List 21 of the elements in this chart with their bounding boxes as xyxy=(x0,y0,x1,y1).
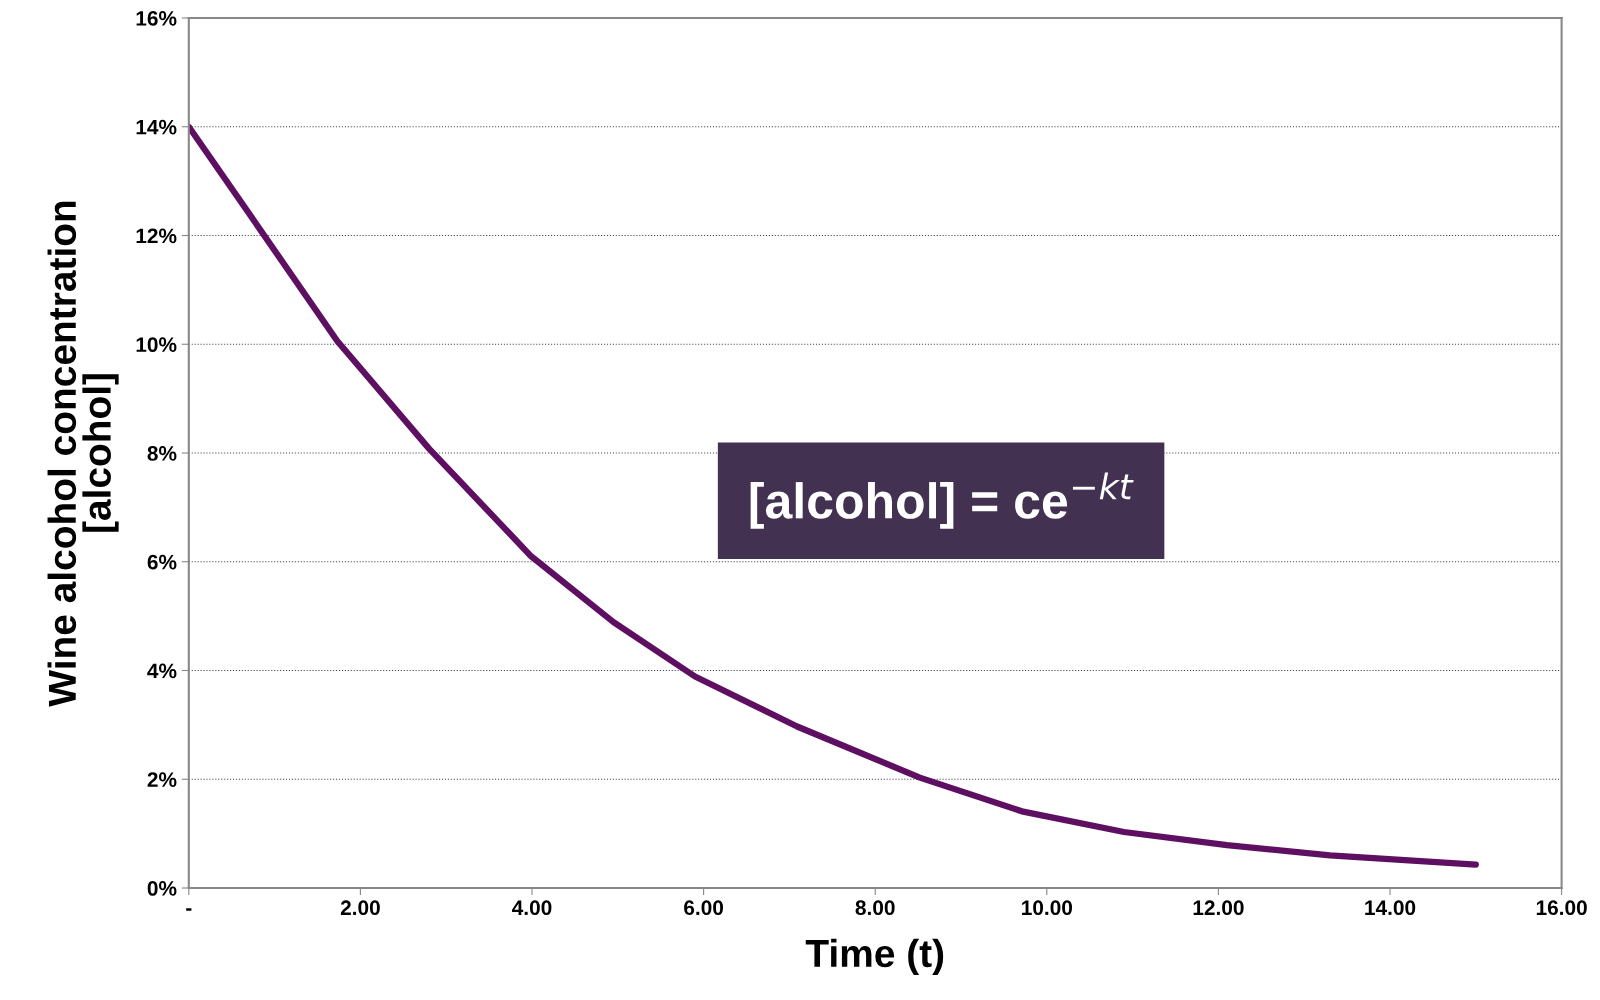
y-tick-label: 4% xyxy=(147,663,177,679)
y-tick-label: 8% xyxy=(147,446,177,461)
y-tick-label: 14% xyxy=(136,119,177,135)
annotation: [alcohol] = ce$^{−kt}$ xyxy=(750,472,1134,529)
y-axis-title: Wine alcohol concentration [alcohol] xyxy=(47,201,119,707)
y-tick-label: 16% xyxy=(136,11,177,26)
x-tick-label: 12.00 xyxy=(1193,900,1244,916)
y-tick-label: 2% xyxy=(147,772,177,787)
x-tick-label: 6.00 xyxy=(684,900,724,916)
y-tick-label: 0% xyxy=(147,881,177,896)
x-tick-label: 14.00 xyxy=(1365,900,1416,916)
x-tick-label: 2.00 xyxy=(340,900,380,916)
x-tick-label: 16.00 xyxy=(1536,900,1587,916)
x-tick-label: 10.00 xyxy=(1022,900,1073,916)
x-tick-label: - xyxy=(186,908,192,911)
x-tick-label: 8.00 xyxy=(855,900,895,916)
x-tick-label: 4.00 xyxy=(512,900,552,916)
y-tick-label: 6% xyxy=(147,554,177,570)
x-axis-title: Time (t) xyxy=(805,938,944,975)
y-tick-label: 10% xyxy=(136,337,177,352)
y-tick-label: 12% xyxy=(136,228,177,244)
